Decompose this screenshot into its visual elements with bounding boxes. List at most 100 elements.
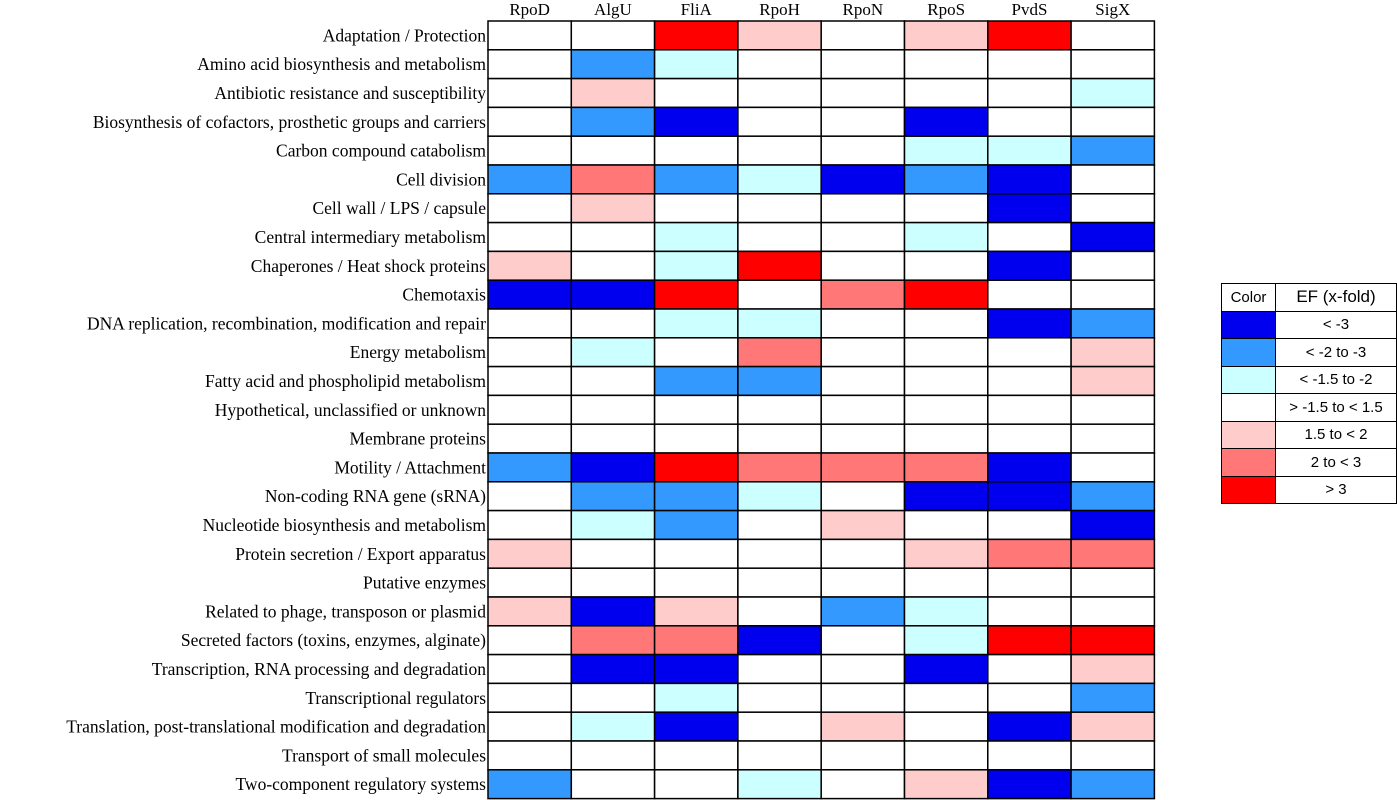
heatmap-cell <box>653 49 739 80</box>
heatmap-cell <box>737 20 822 51</box>
legend-table: Color EF (x-fold) < -3 < -2 to -3 < -1.5 t… <box>1221 283 1397 504</box>
heatmap-cell <box>487 740 573 771</box>
heatmap-cell <box>820 596 906 627</box>
heatmap-cell <box>487 308 573 339</box>
heatmap-cell <box>737 49 822 80</box>
heatmap-cell <box>653 538 739 569</box>
row-label: Putative enzymes <box>363 573 486 593</box>
legend-label: < -1.5 to -2 <box>1275 365 1397 394</box>
heatmap-cell <box>653 625 739 656</box>
heatmap-cell <box>903 481 989 512</box>
heatmap-cell <box>653 682 739 713</box>
heatmap-cell <box>653 337 739 368</box>
heatmap-cell <box>487 49 573 80</box>
row-label: Two-component regulatory systems <box>235 774 486 794</box>
heatmap-cell <box>653 740 739 771</box>
heatmap-cell <box>903 769 989 800</box>
heatmap-cell <box>903 509 989 541</box>
heatmap-cell <box>987 164 1072 195</box>
heatmap-cell <box>737 308 822 339</box>
heatmap-cell <box>570 20 656 51</box>
heatmap-cell <box>820 769 906 800</box>
heatmap-cell <box>987 769 1072 800</box>
heatmap-cell <box>820 221 906 253</box>
heatmap-cell <box>987 308 1072 339</box>
heatmap-cell <box>820 20 906 51</box>
heatmap-cell <box>1070 365 1156 397</box>
legend-label: > 3 <box>1275 475 1397 504</box>
heatmap-cell <box>737 106 822 137</box>
heatmap-cell <box>570 625 656 656</box>
heatmap-cell <box>737 596 822 627</box>
heatmap-cell <box>987 538 1072 569</box>
heatmap-cell <box>1070 49 1156 80</box>
heatmap-cell <box>487 423 573 454</box>
row-label: Cell division <box>396 169 486 189</box>
heatmap-cell <box>903 164 989 195</box>
heatmap-cell <box>820 77 906 109</box>
heatmap-cell <box>570 682 656 713</box>
heatmap-cell <box>653 193 739 224</box>
row-label: Membrane proteins <box>349 429 486 449</box>
heatmap-cell <box>570 394 656 425</box>
heatmap-cell <box>737 538 822 569</box>
row-label: Transcriptional regulators <box>305 688 486 708</box>
heatmap-cell <box>487 711 573 742</box>
heatmap-cell <box>820 481 906 512</box>
heatmap-cell <box>820 538 906 569</box>
heatmap-cell <box>737 135 822 166</box>
heatmap-cell <box>987 481 1072 512</box>
heatmap-cell <box>653 77 739 109</box>
legend-label: < -2 to -3 <box>1275 338 1397 367</box>
legend-entry: > 3 <box>1221 475 1397 504</box>
legend-entries: < -3 < -2 to -3 < -1.5 to -2 > -1.5 to < 1.… <box>1221 310 1397 504</box>
row-label: Chemotaxis <box>402 285 486 305</box>
legend-swatch <box>1221 393 1276 422</box>
heatmap-cell <box>1070 481 1156 512</box>
heatmap-cell <box>487 394 573 425</box>
heatmap-cell <box>737 653 822 685</box>
heatmap-cell <box>570 711 656 742</box>
legend-label: 2 to < 3 <box>1275 448 1397 477</box>
heatmap-cell <box>903 682 989 713</box>
heatmap-cell <box>820 711 906 742</box>
heatmap-cell <box>987 49 1072 80</box>
row-label: Translation, post-translational modifica… <box>66 717 486 737</box>
row-label: Fatty acid and phospholipid metabolism <box>205 371 486 391</box>
heatmap-cell <box>1070 740 1156 771</box>
heatmap-cell <box>1070 625 1156 656</box>
heatmap-cell <box>487 193 573 224</box>
column-label: PvdS <box>1011 0 1047 19</box>
heatmap-cell <box>737 740 822 771</box>
heatmap-cell <box>653 769 739 800</box>
heatmap-cell <box>1070 538 1156 569</box>
row-label: Biosynthesis of cofactors, prosthetic gr… <box>93 112 486 132</box>
heatmap-cell <box>487 481 573 512</box>
heatmap-cell <box>903 250 989 281</box>
heatmap-cell <box>737 394 822 425</box>
heatmap-cell <box>903 423 989 454</box>
legend-swatch <box>1221 338 1276 367</box>
heatmap-cell <box>820 49 906 80</box>
heatmap-cell <box>987 452 1072 483</box>
heatmap-cell <box>820 625 906 656</box>
heatmap-cell <box>1070 106 1156 137</box>
heatmap-cell <box>653 394 739 425</box>
heatmap-cell <box>903 279 989 310</box>
heatmap-cell <box>653 221 739 253</box>
row-label: Carbon compound catabolism <box>276 141 486 161</box>
heatmap-cell <box>570 337 656 368</box>
legend-entry: 2 to < 3 <box>1221 448 1397 477</box>
heatmap-cell <box>737 625 822 656</box>
heatmap-cell <box>987 596 1072 627</box>
heatmap-cell <box>820 365 906 397</box>
heatmap-cell <box>820 337 906 368</box>
heatmap-cell <box>487 164 573 195</box>
heatmap-cell <box>987 567 1072 598</box>
heatmap-cell <box>570 49 656 80</box>
heatmap-cell <box>737 481 822 512</box>
heatmap-cell <box>570 567 656 598</box>
heatmap-cell <box>1070 221 1156 253</box>
row-label: Hypothetical, unclassified or unknown <box>215 400 486 420</box>
heatmap-cell <box>487 135 573 166</box>
